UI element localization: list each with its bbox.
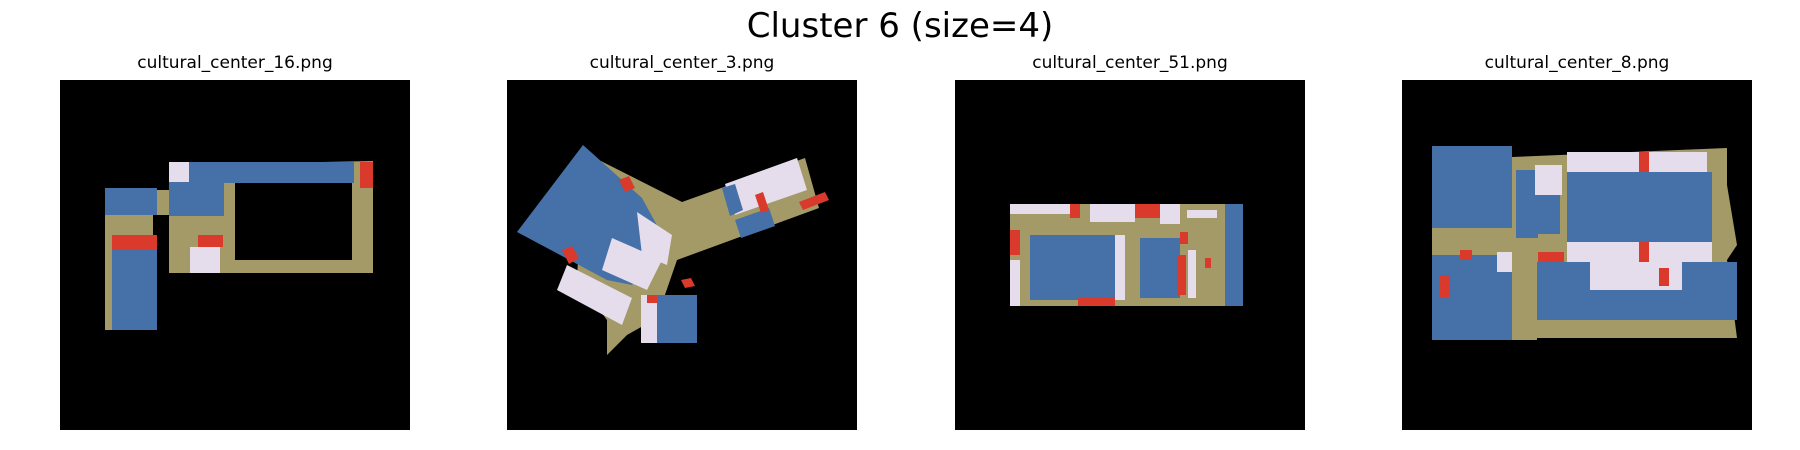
- room-light: [1187, 210, 1217, 218]
- room-red: [1639, 152, 1649, 172]
- room-light: [1115, 235, 1125, 300]
- room-light: [1090, 204, 1135, 222]
- room-red: [681, 278, 695, 288]
- room-blue: [1030, 235, 1115, 300]
- room-blue: [657, 295, 697, 343]
- room-red: [1639, 242, 1649, 262]
- room-light: [1535, 165, 1562, 195]
- floorplan-image-3: [955, 80, 1305, 430]
- room-red: [1010, 230, 1020, 255]
- panel-title-3: cultural_center_51.png: [955, 52, 1305, 74]
- room-red: [1440, 275, 1450, 297]
- room-blue: [1225, 204, 1243, 306]
- figure-title: Cluster 6 (size=4): [0, 4, 1800, 48]
- room-light: [1010, 204, 1070, 214]
- room-blue: [1567, 172, 1712, 244]
- room-light: [1160, 204, 1180, 224]
- room-red: [198, 235, 223, 247]
- room-blue: [1140, 238, 1180, 298]
- room-red: [1659, 268, 1669, 286]
- room-light: [1567, 152, 1707, 172]
- floorplan-image-2: [507, 80, 857, 430]
- room-red: [1078, 298, 1115, 306]
- room-light: [190, 247, 220, 273]
- room-red: [1178, 255, 1186, 295]
- room-blue: [112, 250, 157, 330]
- floorplan-image-1: [60, 80, 410, 430]
- room-red: [1538, 252, 1564, 262]
- room-blue: [1432, 146, 1512, 228]
- floorplan-image-4: [1402, 80, 1752, 430]
- room-red: [360, 162, 373, 188]
- room-blue: [105, 188, 157, 215]
- corridor-region: [1520, 263, 1534, 320]
- panel-title-4: cultural_center_8.png: [1402, 52, 1752, 74]
- panel-title-2: cultural_center_3.png: [507, 52, 857, 74]
- room-red: [112, 235, 157, 250]
- room-red: [1180, 232, 1188, 244]
- room-red: [1460, 250, 1472, 260]
- room-light: [1010, 260, 1020, 306]
- room-red: [1135, 204, 1160, 218]
- room-blue: [1516, 170, 1538, 238]
- room-light: [1188, 250, 1196, 298]
- panel-title-1: cultural_center_16.png: [60, 52, 410, 74]
- room-red: [1070, 204, 1080, 218]
- room-red: [647, 295, 657, 303]
- room-light: [169, 162, 189, 182]
- courtyard: [235, 179, 352, 260]
- room-light: [1497, 252, 1512, 272]
- room-red: [1205, 258, 1211, 268]
